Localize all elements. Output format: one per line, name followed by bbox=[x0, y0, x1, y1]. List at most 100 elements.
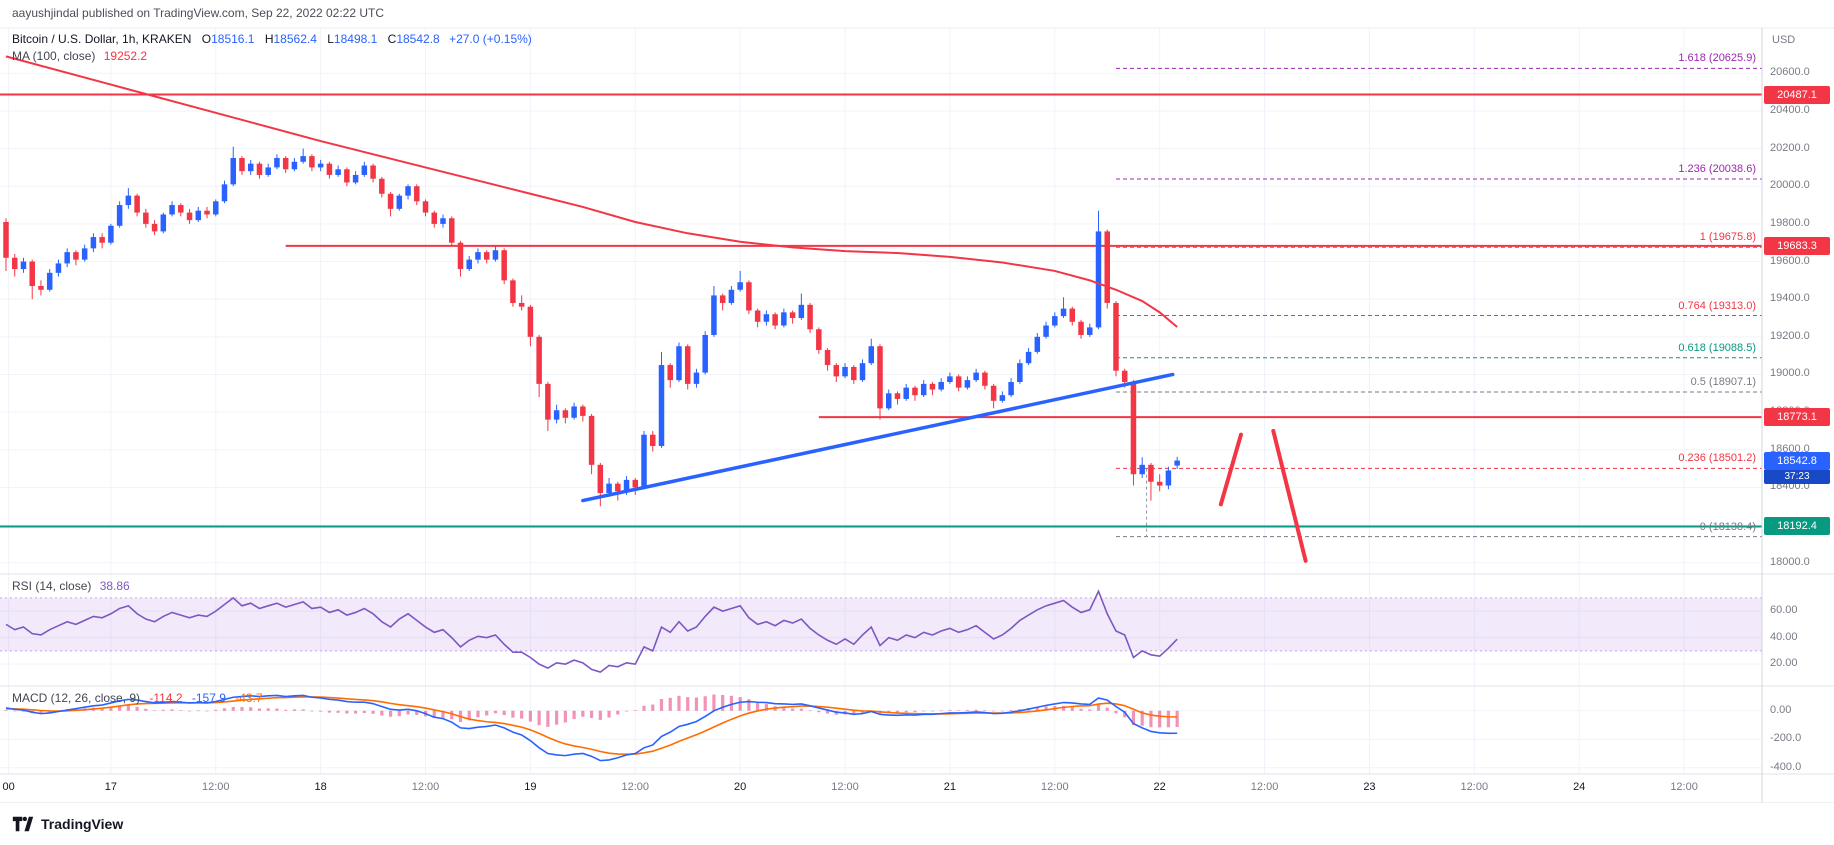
macd-histogram-bar bbox=[432, 710, 436, 719]
macd-legend: MACD (12, 26, close, 9) -114.2 -157.9 -4… bbox=[12, 691, 263, 705]
bar-countdown: 37:23 bbox=[1764, 469, 1830, 484]
footer-bar: TradingView bbox=[0, 803, 1834, 845]
candle-body bbox=[999, 395, 1006, 401]
candle-body bbox=[239, 158, 245, 172]
candle-body bbox=[833, 365, 840, 377]
tradingview-logo-icon bbox=[12, 816, 34, 832]
macd-histogram-bar bbox=[1140, 710, 1144, 726]
candle-body bbox=[536, 336, 542, 384]
candle-body bbox=[448, 218, 455, 243]
macd-histogram-bar bbox=[756, 702, 760, 711]
macd-histogram-bar bbox=[249, 707, 253, 711]
macd-histogram-bar bbox=[825, 710, 830, 714]
macd-histogram-bar bbox=[100, 707, 104, 711]
macd-histogram-bar bbox=[284, 709, 288, 711]
time-tick-label: 19 bbox=[524, 781, 537, 793]
macd-histogram-bar bbox=[520, 710, 524, 719]
candle-body bbox=[518, 302, 525, 307]
macd-histogram-bar bbox=[616, 710, 620, 715]
macd-histogram-bar bbox=[467, 710, 471, 721]
fib-level-label: 1 (19675.8) bbox=[1699, 231, 1756, 244]
macd-histogram-bar bbox=[1009, 710, 1013, 711]
macd-histogram-bar bbox=[694, 697, 699, 711]
macd-histogram-bar bbox=[1035, 707, 1039, 711]
price-tag: 18773.1 bbox=[1764, 408, 1830, 427]
macd-histogram-bar bbox=[231, 706, 235, 711]
macd-histogram-bar bbox=[528, 710, 532, 722]
candle-body bbox=[676, 346, 682, 381]
candle-body bbox=[116, 205, 123, 226]
price-tick-label: 20600.0 bbox=[1770, 66, 1810, 79]
candle-body bbox=[1139, 464, 1145, 475]
macd-histogram-bar bbox=[144, 708, 148, 711]
candle-body bbox=[309, 156, 315, 168]
macd-histogram-bar bbox=[301, 709, 305, 711]
macd-histogram-bar bbox=[187, 710, 192, 712]
macd-histogram-bar bbox=[1105, 707, 1109, 711]
rsi-legend: RSI (14, close) 38.86 bbox=[12, 579, 130, 593]
candle-body bbox=[728, 289, 735, 303]
candle-body bbox=[754, 310, 761, 322]
macd-histogram-bar bbox=[327, 710, 331, 713]
candle-body bbox=[781, 312, 787, 326]
candle-body bbox=[885, 393, 892, 409]
rsi-tick-label: 40.00 bbox=[1770, 630, 1798, 643]
candle-body bbox=[370, 165, 376, 179]
candle-body bbox=[134, 195, 140, 213]
candle-body bbox=[204, 210, 210, 215]
candle-body bbox=[265, 167, 271, 175]
macd-histogram-bar bbox=[485, 710, 489, 716]
candle-body bbox=[1121, 370, 1128, 382]
candle-body bbox=[955, 376, 962, 388]
macd-histogram-bar bbox=[170, 709, 174, 711]
macd-histogram-bar bbox=[126, 705, 130, 711]
candle-body bbox=[352, 174, 359, 183]
candle-body bbox=[475, 252, 481, 260]
time-tick-label: 12:00 bbox=[411, 781, 440, 793]
macd-histogram-bar bbox=[476, 710, 480, 718]
candle-body bbox=[3, 222, 9, 258]
candle-body bbox=[929, 383, 936, 390]
candle-body bbox=[868, 346, 875, 364]
rsi-value: 38.86 bbox=[99, 579, 130, 593]
macd-histogram-bar bbox=[817, 710, 821, 713]
macd-line bbox=[5, 694, 1178, 762]
candle-body bbox=[20, 261, 27, 270]
candle-body bbox=[623, 479, 630, 492]
macd-histogram-bar bbox=[1158, 710, 1162, 728]
candle-body bbox=[90, 237, 97, 249]
fib-level-label: 1.618 (20625.9) bbox=[1678, 52, 1756, 65]
candle-body bbox=[684, 346, 691, 384]
candle-body bbox=[789, 312, 796, 318]
candle-body bbox=[125, 195, 132, 206]
candle-body bbox=[256, 163, 263, 175]
macd-histogram-bar bbox=[109, 706, 113, 711]
macd-histogram-bar bbox=[135, 706, 139, 711]
macd-label: MACD (12, 26, close, 9) bbox=[12, 691, 141, 705]
fib-level-label: 0 (18138.4) bbox=[1699, 520, 1756, 533]
time-tick-label: 21 bbox=[943, 781, 957, 793]
macd-histogram-bar bbox=[747, 699, 751, 711]
candle-body bbox=[1087, 327, 1093, 335]
candle-body bbox=[160, 214, 167, 232]
macd-histogram-bar bbox=[310, 710, 314, 712]
candle-body bbox=[361, 165, 368, 175]
candle-body bbox=[553, 410, 560, 420]
projection-mark bbox=[1271, 428, 1308, 563]
macd-histogram-bar bbox=[266, 708, 270, 711]
macd-histogram-bar bbox=[319, 710, 323, 712]
candle-body bbox=[195, 210, 202, 221]
macd-histogram-bar bbox=[782, 707, 786, 711]
macd-histogram-bar bbox=[930, 710, 935, 712]
macd-histogram-bar bbox=[388, 710, 393, 717]
candle-body bbox=[1165, 470, 1172, 486]
macd-histogram-bar bbox=[983, 710, 987, 711]
tradingview-logo[interactable]: TradingView bbox=[12, 816, 123, 832]
candle-body bbox=[405, 186, 411, 196]
macd-histogram-bar bbox=[659, 698, 664, 711]
trendline bbox=[581, 372, 1175, 503]
candle-body bbox=[492, 250, 499, 260]
macd-histogram-bar bbox=[292, 709, 297, 711]
macd-histogram-bar bbox=[336, 710, 340, 713]
